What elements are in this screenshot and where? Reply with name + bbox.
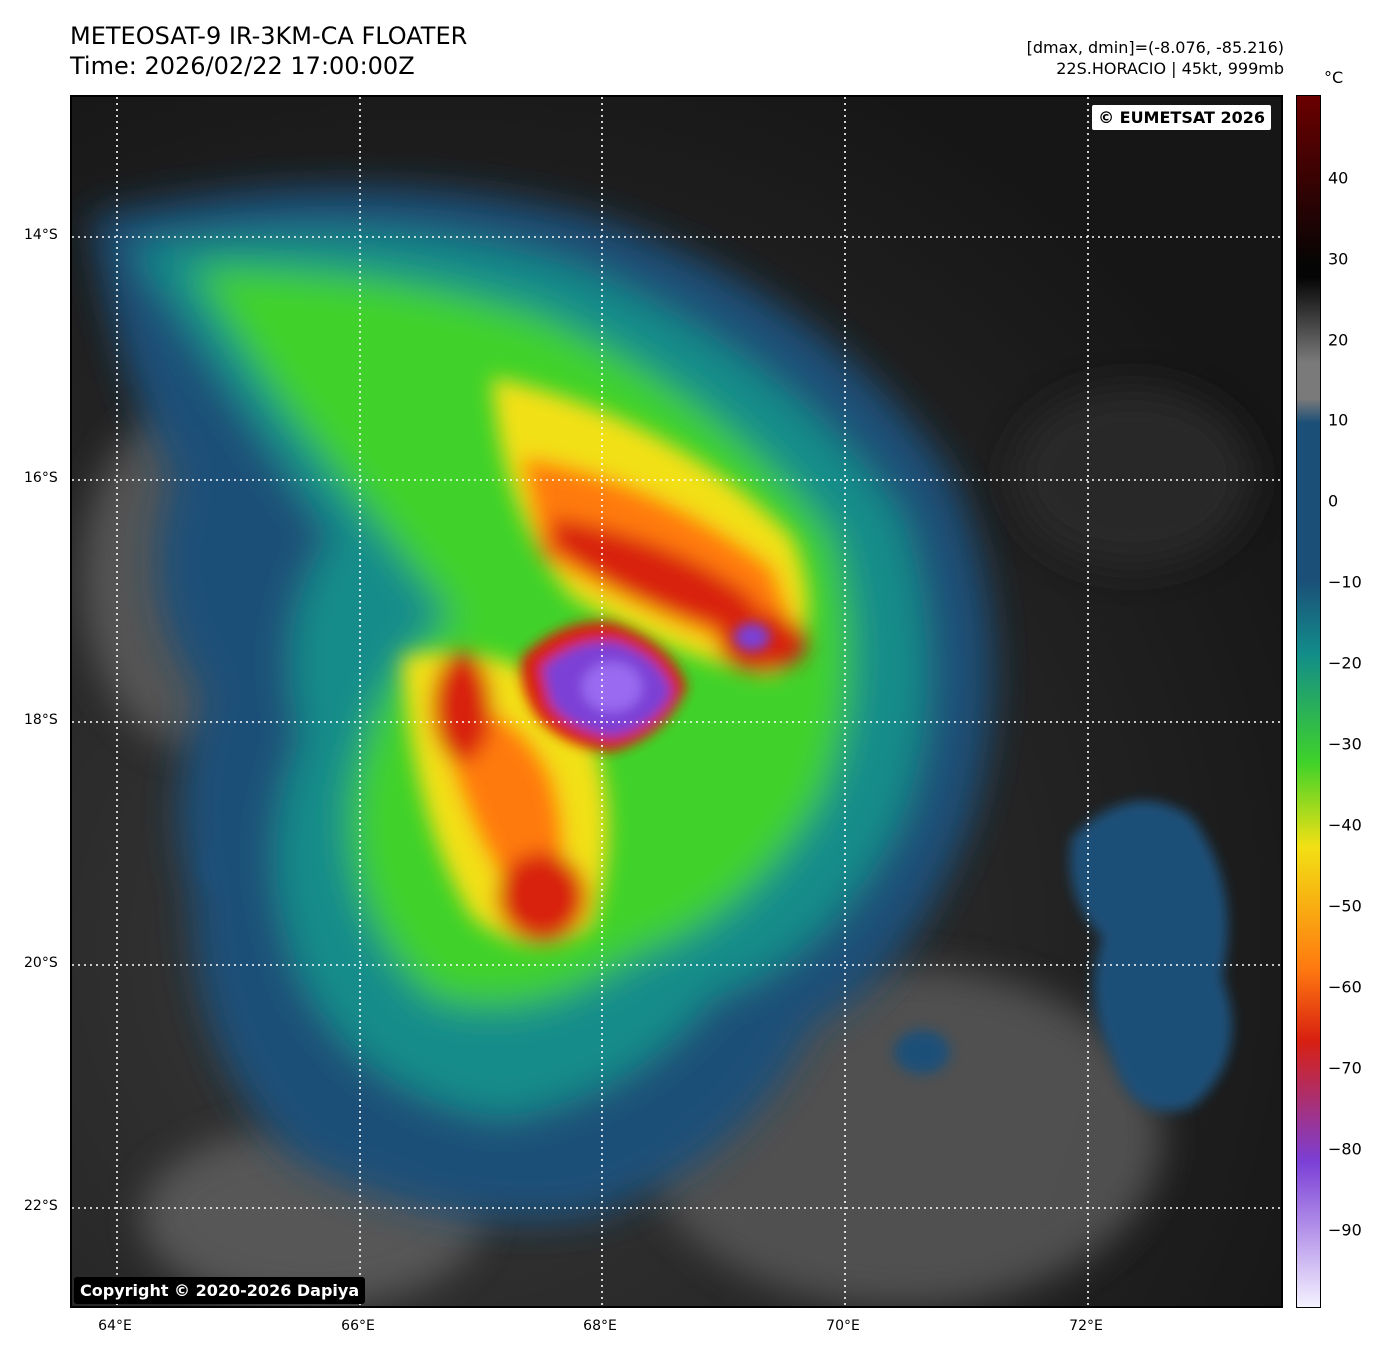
lon-tick: 66°E	[341, 1318, 375, 1334]
lat-tick: 14°S	[24, 227, 58, 243]
map-title: METEOSAT-9 IR-3KM-CA FLOATER	[70, 22, 468, 50]
lon-tick: 68°E	[583, 1318, 617, 1334]
dapiya-copyright: Copyright © 2020-2026 Dapiya	[74, 1277, 366, 1304]
lon-tick: 70°E	[826, 1318, 860, 1334]
storm-info: 22S.HORACIO | 45kt, 999mb	[1056, 59, 1284, 78]
colorbar-tick: −70	[1328, 1058, 1362, 1078]
satellite-map: © EUMETSAT 2026 Copyright © 2020-2026 Da…	[70, 95, 1283, 1308]
lon-tick: 72°E	[1069, 1318, 1103, 1334]
colorbar-tick: −80	[1328, 1139, 1362, 1159]
colorbar-tick: 30	[1328, 249, 1349, 269]
colorbar-tick: 0	[1328, 491, 1339, 511]
lat-tick: 16°S	[24, 470, 58, 486]
eumetsat-copyright: © EUMETSAT 2026	[1092, 105, 1271, 130]
lon-tick: 64°E	[98, 1318, 132, 1334]
colorbar-tick: −60	[1328, 977, 1362, 997]
colorbar-tick: −40	[1328, 815, 1362, 835]
lat-tick: 18°S	[24, 712, 58, 728]
colorbar-unit: °C	[1324, 68, 1344, 87]
colorbar-tick: 20	[1328, 330, 1349, 350]
colorbar-tick: −50	[1328, 896, 1362, 916]
colorbar-tick: −10	[1328, 572, 1362, 592]
colorbar	[1296, 95, 1321, 1308]
colorbar-tick: −90	[1328, 1220, 1362, 1240]
lat-tick: 20°S	[24, 955, 58, 971]
temperature-range: [dmax, dmin]=(-8.076, -85.216)	[1026, 38, 1284, 57]
lat-tick: 22°S	[24, 1198, 58, 1214]
colorbar-tick: −30	[1328, 734, 1362, 754]
colorbar-tick: 40	[1328, 168, 1349, 188]
colorbar-tick: 10	[1328, 410, 1349, 430]
colorbar-tick: −20	[1328, 653, 1362, 673]
map-time: Time: 2026/02/22 17:00:00Z	[70, 52, 415, 80]
satellite-image	[72, 97, 1281, 1306]
